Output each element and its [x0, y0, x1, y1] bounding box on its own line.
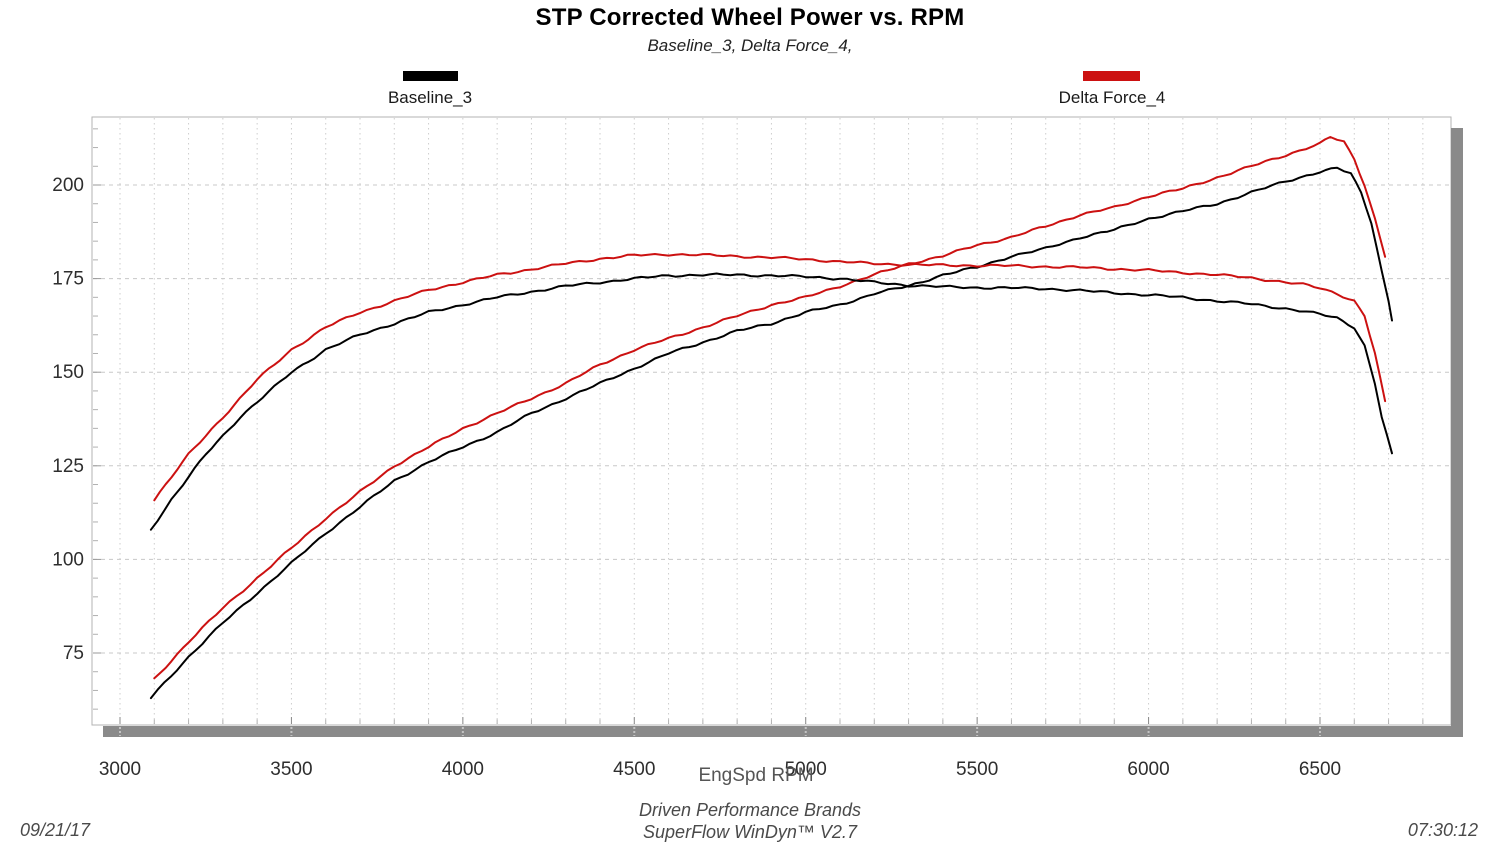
svg-text:3500: 3500 [270, 759, 312, 780]
legend-baseline-swatch [403, 71, 458, 81]
svg-text:75: 75 [63, 643, 84, 664]
svg-text:200: 200 [52, 175, 84, 196]
svg-text:6500: 6500 [1299, 759, 1341, 780]
chart-subtitle: Baseline_3, Delta Force_4, [647, 36, 853, 55]
svg-text:6000: 6000 [1127, 759, 1169, 780]
svg-text:4500: 4500 [613, 759, 655, 780]
svg-text:100: 100 [52, 549, 84, 570]
brand-line: Driven Performance Brands [638, 800, 862, 820]
software-line: SuperFlow WinDyn™ V2.7 [643, 822, 857, 842]
svg-text:3000: 3000 [99, 759, 141, 780]
svg-text:5000: 5000 [785, 759, 827, 780]
svg-text:125: 125 [52, 456, 84, 477]
svg-text:4000: 4000 [442, 759, 484, 780]
legend-delta-label: Delta Force_4 [1058, 88, 1166, 107]
svg-text:5500: 5500 [956, 759, 998, 780]
legend-delta-swatch [1083, 71, 1140, 81]
svg-text:150: 150 [52, 362, 84, 383]
date-stamp: 09/21/17 [20, 820, 91, 840]
x-axis-label: EngSpd RPM [698, 765, 814, 786]
svg-text:175: 175 [52, 269, 84, 290]
legend-baseline-label: Baseline_3 [387, 88, 473, 107]
page-title: STP Corrected Wheel Power vs. RPM [535, 4, 965, 31]
time-stamp: 07:30:12 [1407, 820, 1478, 840]
